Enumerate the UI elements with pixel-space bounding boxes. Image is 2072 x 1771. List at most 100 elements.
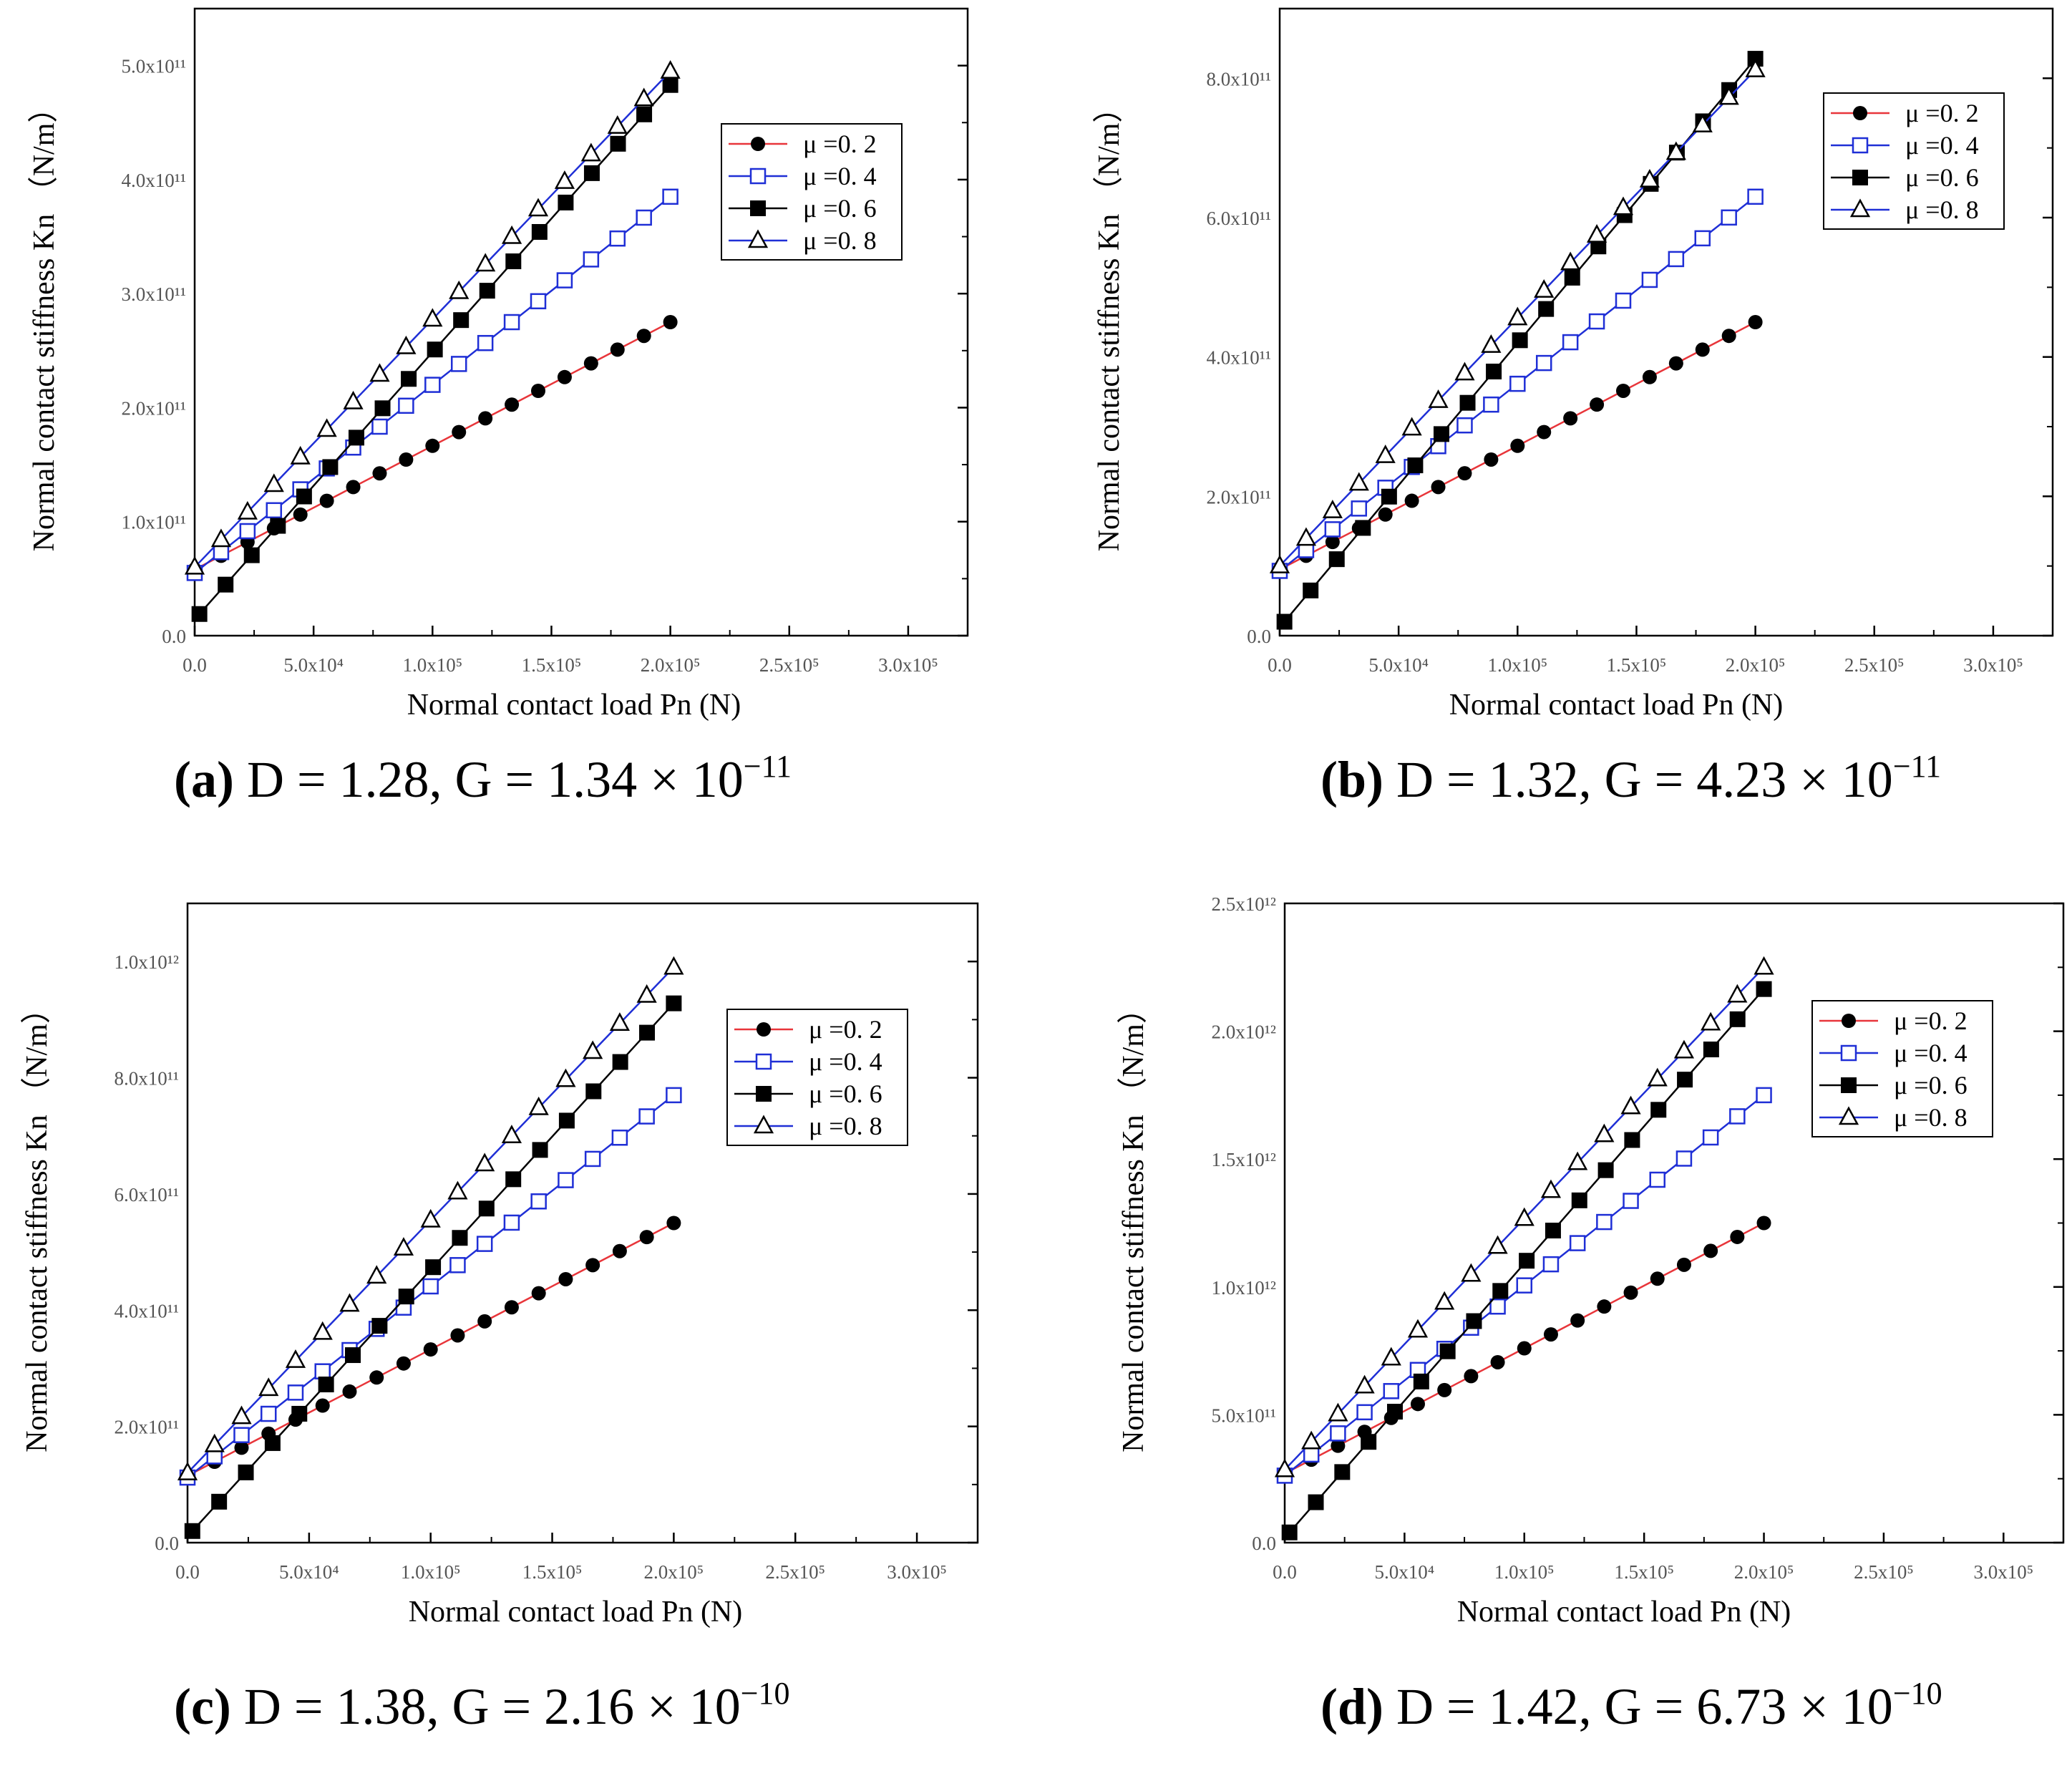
data-point-a-2-2: [243, 547, 260, 563]
x-tick-label-a-0: 0.0: [183, 654, 207, 676]
data-point-c-2-3: [264, 1435, 281, 1451]
data-point-d-0-8: [1490, 1354, 1505, 1369]
data-point-a-0-10: [452, 424, 467, 440]
data-point-c-0-14: [558, 1271, 573, 1286]
data-point-a-0-12: [505, 397, 520, 412]
data-point-d-3-14: [1647, 1067, 1668, 1087]
data-point-c-2-8: [398, 1289, 414, 1305]
data-point-d-3-12: [1594, 1123, 1615, 1142]
data-point-b-1-10: [1535, 354, 1552, 372]
data-point-d-2-7: [1466, 1313, 1482, 1329]
data-point-a-0-17: [636, 329, 651, 344]
x-tick-label-a-3: 1.5x10⁵: [522, 654, 582, 676]
data-point-c-2-5: [318, 1377, 334, 1393]
chart-panel-b: 0.0 5.0x10⁴ 1.0x10⁵ 1.5x10⁵ 2.0x10⁵ 2.5x10⁵ 3.…: [1093, 7, 2054, 722]
data-point-a-3-1: [210, 528, 232, 548]
data-point-d-3-10: [1540, 1179, 1562, 1198]
data-point-a-3-7: [369, 363, 390, 382]
x-axis-label-d: Normal contact load Pn (N): [1457, 1596, 1791, 1629]
y-axis-label-d: Normal contact stiffness Kn （N/m）: [1117, 994, 1150, 1452]
data-point-c-2-6: [344, 1347, 361, 1364]
x-tick-label-d-6: 3.0x10⁵: [1973, 1561, 2033, 1583]
data-point-a-3-8: [396, 335, 417, 354]
x-tick-label-c-6: 3.0x10⁵: [887, 1561, 947, 1583]
data-point-d-2-4: [1386, 1404, 1403, 1420]
data-point-a-2-10: [453, 312, 470, 329]
plot-frame-a: [193, 7, 969, 637]
data-point-c-2-10: [452, 1230, 468, 1246]
data-point-b-0-5: [1404, 493, 1419, 508]
data-point-c-3-4: [285, 1349, 306, 1368]
data-point-b-1-3: [1351, 500, 1368, 517]
x-tick-label-d-3: 1.5x10⁵: [1614, 1561, 1674, 1583]
data-point-b-3-7: [1454, 362, 1475, 381]
legend-label-b-1: μ =0. 4: [1905, 131, 1979, 160]
caption-d-letter: (d): [1320, 1678, 1383, 1735]
data-point-b-3-18: [1745, 59, 1766, 77]
data-point-b-0-8: [1484, 452, 1499, 467]
data-point-b-2-6: [1433, 426, 1449, 442]
data-point-c-0-18: [666, 1216, 681, 1231]
data-point-a-2-3: [270, 518, 286, 534]
data-point-b-3-11: [1560, 251, 1581, 271]
y-tick-label-b-1: 2.0x10¹¹: [1207, 486, 1271, 508]
x-tick-label-d-2: 1.0x10⁵: [1494, 1561, 1555, 1583]
data-point-a-1-12: [503, 314, 520, 331]
data-point-d-1-2: [1330, 1425, 1346, 1442]
x-tick-label-a-1: 5.0x10⁴: [283, 654, 344, 676]
data-point-d-3-5: [1407, 1319, 1429, 1338]
data-point-a-3-11: [475, 253, 496, 272]
data-point-c-2-9: [425, 1259, 442, 1276]
data-point-d-0-11: [1570, 1313, 1585, 1328]
plot-frame-d: [1283, 902, 2065, 1544]
data-point-c-3-13: [528, 1096, 549, 1115]
data-point-c-3-12: [501, 1125, 522, 1143]
caption-b-exp: −11: [1892, 749, 1941, 784]
data-point-b-2-0: [1276, 613, 1293, 630]
y-tick-label-b-0: 0.0: [1247, 626, 1271, 647]
y-axis-label-a: Normal contact stiffness Kn （N/m）: [28, 93, 61, 552]
data-point-a-0-5: [319, 493, 334, 508]
y-tick-label-c-5: 1.0x10¹²: [115, 951, 179, 973]
series-a-3: [184, 59, 681, 575]
data-point-a-2-1: [218, 576, 234, 593]
data-point-c-0-7: [369, 1370, 384, 1385]
data-point-b-2-4: [1381, 488, 1397, 505]
data-point-a-3-6: [343, 390, 364, 409]
data-point-a-1-11: [477, 334, 494, 351]
data-point-c-3-18: [663, 956, 684, 975]
data-point-d-3-15: [1673, 1039, 1695, 1059]
data-point-a-1-3: [266, 502, 283, 519]
data-point-b-3-8: [1481, 334, 1502, 353]
data-point-c-3-5: [312, 1321, 333, 1340]
data-point-d-2-17: [1729, 1011, 1746, 1027]
data-point-a-0-14: [557, 369, 572, 384]
data-point-b-1-2: [1324, 521, 1341, 538]
data-point-a-0-11: [478, 411, 493, 426]
data-point-b-3-9: [1507, 306, 1528, 326]
caption-a-letter: (a): [174, 751, 234, 808]
data-point-c-0-6: [342, 1384, 357, 1399]
data-point-c-1-5: [314, 1363, 331, 1379]
data-point-b-0-9: [1510, 438, 1525, 453]
series-d-1: [1276, 1087, 1772, 1484]
data-point-d-0-16: [1703, 1243, 1718, 1258]
legend-marker-a-0: [751, 137, 765, 151]
data-point-b-0-16: [1695, 342, 1710, 357]
data-point-d-0-15: [1676, 1257, 1691, 1272]
data-point-b-0-7: [1457, 466, 1472, 481]
data-point-b-0-15: [1668, 356, 1683, 371]
data-point-a-1-2: [239, 523, 256, 540]
legend-marker-d-0: [1842, 1014, 1856, 1028]
data-point-c-3-16: [609, 1012, 631, 1032]
data-point-c-0-5: [315, 1398, 330, 1413]
data-point-a-2-5: [322, 459, 339, 475]
x-tick-label-d-0: 0.0: [1273, 1561, 1297, 1583]
data-point-a-2-13: [531, 223, 548, 240]
x-axis-label-a: Normal contact load Pn (N): [407, 689, 741, 722]
caption-d-exp: −10: [1892, 1676, 1942, 1711]
data-point-c-1-13: [530, 1193, 547, 1210]
data-point-c-1-15: [584, 1150, 601, 1168]
chart-panel-c: 0.0 5.0x10⁴ 1.0x10⁵ 1.5x10⁵ 2.0x10⁵ 2.5x10⁵ 3.…: [21, 902, 979, 1629]
data-point-c-0-13: [531, 1286, 546, 1301]
